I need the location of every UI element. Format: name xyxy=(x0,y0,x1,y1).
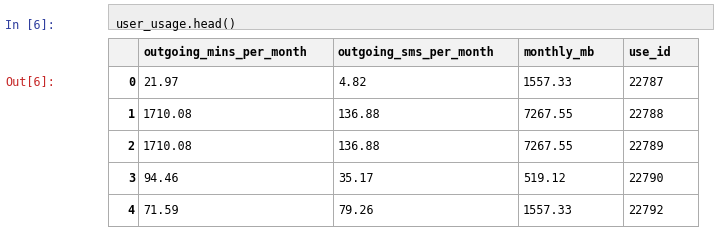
Text: 4: 4 xyxy=(128,204,135,216)
Text: 7267.55: 7267.55 xyxy=(523,107,573,121)
Text: user_usage.head(): user_usage.head() xyxy=(116,18,237,31)
Bar xyxy=(108,66,698,98)
Text: 22792: 22792 xyxy=(628,204,663,216)
Text: 22787: 22787 xyxy=(628,76,663,88)
Text: outgoing_sms_per_month: outgoing_sms_per_month xyxy=(338,45,495,59)
Text: In [6]:: In [6]: xyxy=(5,18,55,31)
Text: 136.88: 136.88 xyxy=(338,107,381,121)
Text: Out[6]:: Out[6]: xyxy=(5,76,55,88)
Bar xyxy=(108,98,698,130)
Bar xyxy=(108,194,698,226)
Text: 22788: 22788 xyxy=(628,107,663,121)
Text: 7267.55: 7267.55 xyxy=(523,139,573,153)
Text: monthly_mb: monthly_mb xyxy=(523,45,595,59)
Text: 35.17: 35.17 xyxy=(338,172,373,184)
Text: 1: 1 xyxy=(128,107,135,121)
Text: 136.88: 136.88 xyxy=(338,139,381,153)
Bar xyxy=(108,130,698,162)
Text: 1557.33: 1557.33 xyxy=(523,204,573,216)
Bar xyxy=(108,38,698,66)
Text: 94.46: 94.46 xyxy=(143,172,179,184)
Text: 0: 0 xyxy=(128,76,135,88)
Text: 22789: 22789 xyxy=(628,139,663,153)
Text: 79.26: 79.26 xyxy=(338,204,373,216)
Text: outgoing_mins_per_month: outgoing_mins_per_month xyxy=(143,45,307,59)
Text: 519.12: 519.12 xyxy=(523,172,566,184)
Bar xyxy=(108,4,713,29)
Text: 1557.33: 1557.33 xyxy=(523,76,573,88)
Text: 2: 2 xyxy=(128,139,135,153)
Text: 4.82: 4.82 xyxy=(338,76,366,88)
Text: use_id: use_id xyxy=(628,45,671,59)
Bar xyxy=(108,162,698,194)
Text: 1710.08: 1710.08 xyxy=(143,107,193,121)
Text: 3: 3 xyxy=(128,172,135,184)
Text: 21.97: 21.97 xyxy=(143,76,179,88)
Bar xyxy=(108,38,698,226)
Text: 1710.08: 1710.08 xyxy=(143,139,193,153)
Text: 71.59: 71.59 xyxy=(143,204,179,216)
Text: 22790: 22790 xyxy=(628,172,663,184)
